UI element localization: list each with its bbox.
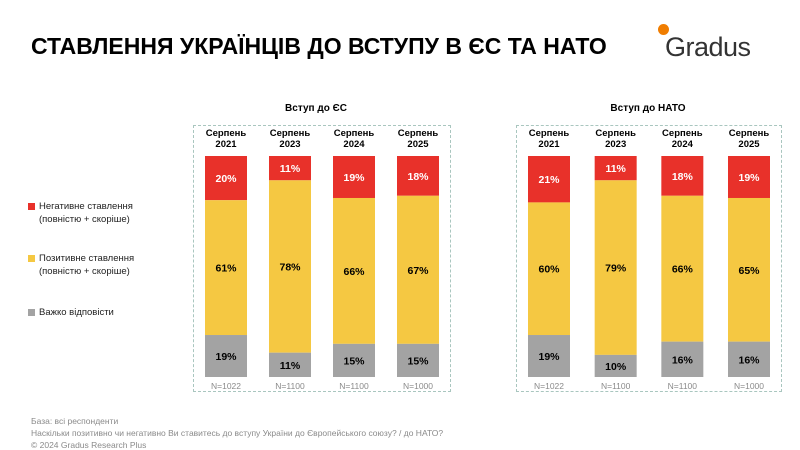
bar-segment-hard (528, 335, 570, 377)
gradus-logo: Gradus (657, 24, 773, 64)
chart-eu: Серпень 2021 20% 61% 19% N=1022 Серпень 2023 11%… (205, 128, 439, 391)
bar-segment-positive (594, 180, 637, 355)
logo-text: Gradus (665, 32, 751, 62)
category-label: Серпень 2024 (334, 128, 375, 150)
data-label-positive: 67% (407, 265, 429, 277)
data-label-positive: 66% (343, 266, 365, 278)
category-label: Серпень 2023 (270, 128, 311, 150)
footer-base: База: всі респонденти (31, 416, 119, 426)
bar-segment-positive (205, 200, 247, 336)
data-label-hard: 15% (343, 355, 365, 367)
bar-segment-hard (205, 335, 247, 377)
bar-segment-negative (269, 156, 311, 181)
category-label: Серпень 2021 (529, 128, 570, 150)
chart-nato: Серпень 2021 21% 60% 19% N=1022 Серпень 2023 11%… (528, 128, 770, 391)
sample-size-label: N=1100 (275, 381, 305, 391)
panel-box-nato (516, 125, 782, 392)
bar-segment-negative (728, 156, 770, 198)
data-label-negative: 19% (343, 172, 365, 184)
footer-copyright: © 2024 Gradus Research Plus (31, 440, 147, 450)
logo-dot (658, 24, 669, 35)
footer-question: Наскільки позитивно чи негативно Ви став… (31, 428, 444, 438)
panel-title-nato: Вступ до НАТО (610, 103, 686, 114)
sample-size-label: N=1022 (211, 381, 241, 391)
sample-size-label: N=1000 (734, 381, 764, 391)
bar-segment-positive (269, 180, 311, 353)
bar-segment-positive (528, 202, 570, 336)
data-label-hard: 19% (538, 351, 560, 363)
bar-segment-hard (728, 341, 770, 377)
bar-segment-hard (594, 354, 637, 377)
category-label: Серпень 2024 (662, 128, 703, 150)
bar-segment-positive (728, 197, 770, 342)
category-label: Серпень 2021 (206, 128, 247, 150)
data-label-hard: 15% (407, 355, 429, 367)
data-label-hard: 11% (280, 360, 301, 372)
bar-segment-negative (661, 156, 704, 196)
legend-swatch-positive (28, 255, 35, 262)
bar-segment-hard (269, 352, 311, 377)
data-label-negative: 19% (738, 172, 760, 184)
data-label-hard: 16% (672, 354, 694, 366)
category-label: Серпень 2023 (595, 128, 636, 150)
data-label-negative: 11% (280, 163, 301, 175)
data-label-negative: 20% (215, 173, 237, 185)
legend-label-negative: Негативне ставлення (повністю + скоріше) (39, 201, 133, 225)
sample-size-label: N=1100 (339, 381, 369, 391)
data-label-negative: 21% (538, 174, 560, 186)
data-label-positive: 60% (538, 264, 560, 276)
legend-label-hard: Важко відповісти (39, 307, 114, 318)
sample-size-label: N=1100 (601, 381, 631, 391)
bar-segment-hard (397, 343, 439, 377)
bar-segment-negative (205, 156, 247, 201)
sample-size-label: N=1022 (534, 381, 564, 391)
sample-size-label: N=1100 (668, 381, 698, 391)
data-label-positive: 65% (738, 265, 760, 277)
data-label-negative: 11% (605, 163, 626, 175)
bar-segment-hard (661, 341, 704, 377)
bar-segment-positive (661, 195, 704, 342)
bar-segment-negative (397, 156, 439, 196)
panel-title-eu: Вступ до ЄС (285, 103, 347, 114)
data-label-negative: 18% (407, 171, 429, 183)
sample-size-label: N=1000 (403, 381, 433, 391)
data-label-positive: 66% (672, 264, 694, 276)
page-title: СТАВЛЕННЯ УКРАЇНЦІВ ДО ВСТУПУ В ЄС ТА НА… (31, 33, 607, 59)
data-label-hard: 19% (215, 351, 237, 363)
data-label-positive: 79% (605, 263, 627, 275)
bar-segment-negative (333, 156, 375, 198)
bar-segment-negative (594, 156, 637, 181)
data-label-negative: 18% (672, 171, 694, 183)
category-label: Серпень 2025 (729, 128, 770, 150)
legend-swatch-hard (28, 309, 35, 316)
bar-segment-hard (333, 343, 375, 377)
bar-segment-negative (528, 156, 570, 203)
data-label-positive: 61% (215, 263, 237, 275)
data-label-positive: 78% (279, 262, 301, 274)
data-label-hard: 10% (605, 361, 627, 373)
panel-box-eu (193, 125, 451, 392)
category-label: Серпень 2025 (398, 128, 439, 150)
legend-swatch-negative (28, 203, 35, 210)
bar-segment-positive (333, 197, 375, 344)
bar-segment-positive (397, 195, 439, 344)
legend-label-positive: Позитивне ставлення (повністю + скоріше) (39, 253, 135, 277)
data-label-hard: 16% (738, 354, 760, 366)
